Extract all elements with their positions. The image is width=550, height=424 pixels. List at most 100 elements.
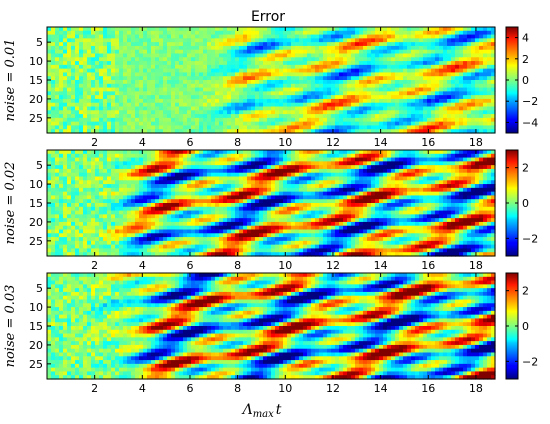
heatmap-cell <box>87 72 92 77</box>
heatmap-cell <box>291 206 296 212</box>
heatmap-cell <box>399 129 404 134</box>
heatmap-cell <box>123 187 128 193</box>
heatmap-cell <box>111 80 116 85</box>
heatmap-cell <box>475 110 480 115</box>
heatmap-cell <box>299 53 304 58</box>
heatmap-cell <box>123 161 128 166</box>
heatmap-cell <box>355 98 360 104</box>
heatmap-cell <box>303 45 308 51</box>
heatmap-cell <box>199 229 204 234</box>
heatmap-cell <box>135 102 140 108</box>
heatmap-cell <box>291 165 296 170</box>
heatmap-cell <box>91 184 96 189</box>
heatmap-cell <box>479 121 484 127</box>
heatmap-cell <box>355 121 360 127</box>
heatmap-cell <box>67 45 72 51</box>
heatmap-cell <box>431 121 436 127</box>
heatmap-cell <box>291 225 296 231</box>
heatmap-cell <box>75 27 80 32</box>
heatmap-cell <box>211 153 216 159</box>
heatmap-cell <box>479 38 484 43</box>
heatmap-cell <box>87 30 92 36</box>
heatmap-cell <box>135 248 140 253</box>
heatmap-cell <box>355 76 360 81</box>
heatmap-cell <box>263 64 268 70</box>
heatmap-cell <box>251 172 256 178</box>
heatmap-cell <box>223 30 228 36</box>
heatmap-cell <box>79 195 84 200</box>
heatmap-cell <box>99 110 104 115</box>
heatmap-cell <box>287 153 292 159</box>
heatmap-cell <box>207 87 212 92</box>
heatmap-cell <box>407 30 412 36</box>
heatmap-cell <box>151 233 156 238</box>
heatmap-cell <box>443 121 448 127</box>
heatmap-cell <box>371 30 376 36</box>
heatmap-cell <box>387 117 392 123</box>
heatmap-cell <box>79 30 84 36</box>
heatmap-cell <box>51 34 56 39</box>
heatmap-cell <box>407 72 412 77</box>
heatmap-cell <box>395 68 400 74</box>
heatmap-cell <box>283 195 288 200</box>
heatmap-cell <box>423 125 428 130</box>
heatmap-cell <box>431 53 436 58</box>
heatmap-cell <box>51 165 56 170</box>
heatmap-cell <box>67 42 72 47</box>
heatmap-cell <box>379 42 384 47</box>
heatmap-cell <box>343 72 348 77</box>
heatmap-cell <box>215 165 220 170</box>
heatmap-cell <box>59 221 64 227</box>
heatmap-cell <box>283 240 288 246</box>
heatmap-cell <box>199 45 204 51</box>
heatmap-cell <box>151 168 156 174</box>
heatmap-cell <box>143 153 148 159</box>
heatmap-cell <box>351 76 356 81</box>
heatmap-cell <box>119 237 124 242</box>
heatmap-cell <box>111 61 116 66</box>
heatmap-cell <box>99 53 104 58</box>
heatmap-cell <box>199 91 204 96</box>
heatmap-cell <box>155 165 160 170</box>
heatmap-cell <box>259 237 264 242</box>
heatmap-cell <box>443 42 448 47</box>
heatmap-cell <box>171 165 176 170</box>
heatmap-cell <box>75 121 80 127</box>
heatmap-cell <box>51 45 56 51</box>
heatmap-cell <box>395 38 400 43</box>
heatmap-cell <box>147 64 152 70</box>
heatmap-cell <box>243 180 248 185</box>
heatmap-cell <box>275 206 280 212</box>
heatmap-cell <box>223 68 228 74</box>
heatmap-cell <box>195 106 200 111</box>
heatmap-cell <box>247 45 252 51</box>
heatmap-cell <box>323 83 328 89</box>
heatmap-cell <box>443 53 448 58</box>
heatmap-cell <box>75 45 80 51</box>
heatmap-cell <box>435 91 440 96</box>
heatmap-cell <box>451 53 456 58</box>
heatmap-cell <box>83 110 88 115</box>
heatmap-cell <box>451 102 456 108</box>
heatmap-cell <box>239 61 244 66</box>
heatmap-cell <box>287 229 292 234</box>
heatmap-cell <box>223 87 228 92</box>
heatmap-cell <box>299 30 304 36</box>
heatmap-cell <box>351 53 356 58</box>
heatmap-cell <box>239 110 244 115</box>
heatmap-cell <box>299 233 304 238</box>
heatmap-cell <box>55 68 60 74</box>
heatmap-cell <box>167 157 172 162</box>
heatmap-cell <box>55 180 60 185</box>
heatmap-cell <box>79 172 84 178</box>
heatmap-cell <box>295 80 300 85</box>
heatmap-cell <box>239 53 244 58</box>
heatmap-cell <box>331 68 336 74</box>
heatmap-cell <box>427 117 432 123</box>
heatmap-cell <box>199 68 204 74</box>
heatmap-cell <box>111 98 116 104</box>
heatmap-cell <box>107 210 112 215</box>
heatmap-cell <box>183 110 188 115</box>
heatmap-cell <box>195 150 200 155</box>
heatmap-cell <box>379 34 384 39</box>
